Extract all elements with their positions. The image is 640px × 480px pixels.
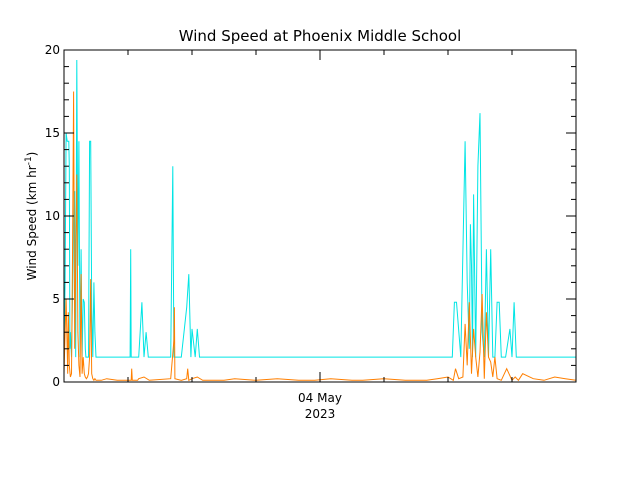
x-tick-label-year: 2023 (305, 407, 336, 421)
plot-area: 0 5 10 15 20 (45, 43, 577, 389)
series-line-1 (63, 59, 576, 358)
x-tick-label-date: 04 May (298, 391, 342, 405)
axis-layer: 0 5 10 15 20 (45, 43, 576, 389)
y-tick-label: 0 (52, 375, 60, 389)
y-tick-label: 20 (45, 43, 60, 57)
series-line-2 (63, 91, 577, 382)
plot-frame (63, 49, 577, 383)
y-tick-label: 10 (45, 209, 60, 223)
y-tick-label: 15 (45, 126, 60, 140)
y-axis-label-close: ) (25, 152, 39, 157)
y-axis-label-superscript: -1 (24, 156, 34, 165)
series-layer (63, 59, 577, 382)
y-axis-label: Wind Speed (km hr-1) (24, 152, 39, 281)
chart-title: Wind Speed at Phoenix Middle School (179, 27, 462, 45)
y-axis-label-main: Wind Speed (km hr (25, 165, 39, 280)
y-tick-label: 5 (52, 292, 60, 306)
